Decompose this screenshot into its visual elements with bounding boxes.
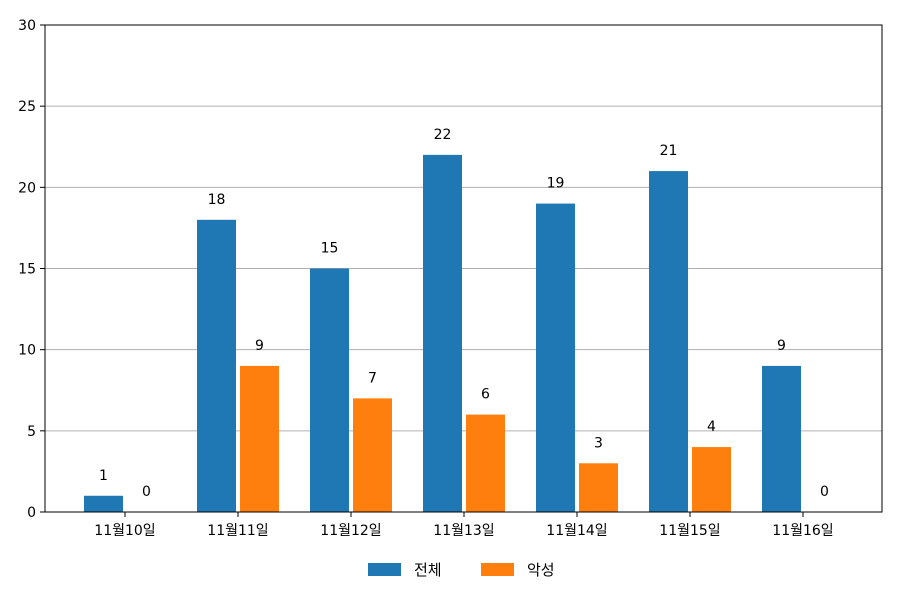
y-axis: 0 5 10 15 20 25 30 [18,18,45,521]
legend-label-malicious: 악성 [527,561,555,579]
bar-malicious [466,414,505,512]
bar-total [536,203,575,513]
x-tick-label: 11월10일 [94,523,155,539]
data-label: 7 [368,370,377,386]
data-label: 0 [142,484,151,500]
data-label: 0 [820,484,829,500]
y-tick-label: 25 [18,99,36,115]
y-tick-label: 5 [27,424,36,440]
data-label: 21 [660,143,678,159]
y-tick-label: 10 [18,343,36,359]
data-label: 6 [481,387,490,403]
legend-swatch-malicious [481,563,514,576]
data-label: 9 [777,338,786,354]
x-tick-label: 11월12일 [320,523,381,539]
data-label: 15 [321,241,339,257]
legend: 전체 악성 [368,561,555,579]
legend-swatch-total [368,563,401,576]
y-tick-label: 20 [18,180,36,196]
y-tick-label: 15 [18,262,36,278]
data-label: 22 [434,127,452,143]
bar-malicious [579,463,618,512]
bar-total [649,171,688,512]
bar-malicious [353,398,392,512]
x-tick-label: 11월13일 [433,523,494,539]
data-label: 18 [208,192,226,208]
data-label: 19 [547,176,565,192]
data-label: 1 [99,468,108,484]
x-tick-label: 11월16일 [772,523,833,539]
gridlines [45,105,882,432]
y-tick-label: 30 [18,18,36,34]
x-axis: 11월10일 11월11일 11월12일 11월13일 11월14일 11월15일 11월1… [94,512,834,539]
bar-malicious [692,447,731,512]
bar-total [84,495,123,512]
x-tick-label: 11월11일 [207,523,268,539]
data-label: 9 [255,338,264,354]
data-labels: 1 0 18 9 15 7 22 6 19 3 21 4 9 0 [99,127,829,500]
data-label: 3 [594,435,603,451]
bar-total [423,154,462,512]
bars [84,154,801,513]
x-tick-label: 11월15일 [659,523,720,539]
bar-total [197,219,236,513]
y-tick-label: 0 [27,505,36,521]
legend-label-total: 전체 [414,561,442,579]
bar-total [310,268,349,512]
bar-malicious [240,365,279,512]
bar-total [762,365,801,512]
x-tick-label: 11월14일 [546,523,607,539]
data-label: 4 [707,419,716,435]
